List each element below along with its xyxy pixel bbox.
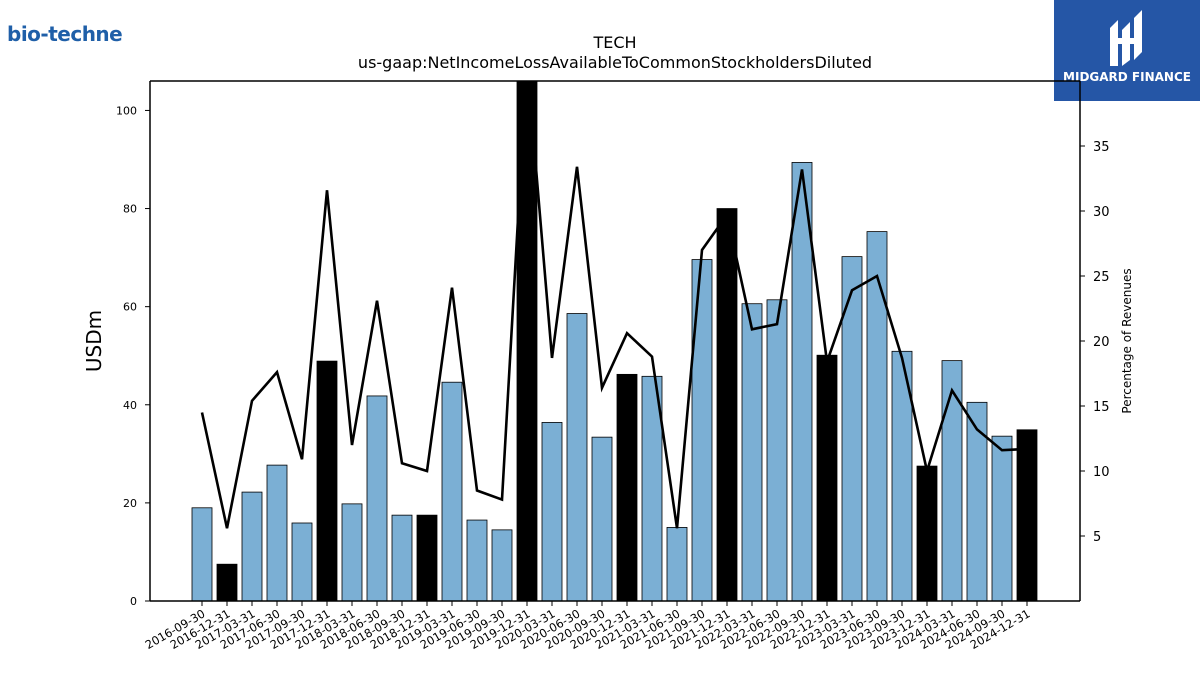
y2-tick-label-15: 15	[1093, 400, 1110, 415]
chart-subtitle: us-gaap:NetIncomeLossAvailableToCommonSt…	[358, 53, 872, 72]
bar-2017-06-30	[266, 464, 288, 602]
bio-techne-logo: bio-techne	[7, 22, 123, 46]
bar-2017-09-30	[291, 522, 313, 602]
y-tick-label-60: 60	[123, 301, 137, 314]
y-tick-label-0: 0	[130, 595, 137, 608]
midgard-finance-logo: MIDGARD FINANCE	[1054, 0, 1200, 101]
y-tick-label-40: 40	[123, 399, 137, 412]
bar-2024-03-31	[941, 360, 963, 602]
midgard-logo-icon	[1110, 10, 1142, 66]
bar-2017-03-31	[241, 491, 263, 602]
y-tick-label-80: 80	[123, 203, 137, 216]
bar-2018-03-31	[341, 503, 363, 602]
y2-tick-label-10: 10	[1093, 465, 1110, 480]
bar-2022-12-31	[816, 354, 838, 602]
bar-2024-09-30	[991, 435, 1013, 602]
y2-tick-label-20: 20	[1093, 335, 1110, 350]
y-tick-label-20: 20	[123, 497, 137, 510]
y2-tick-label-25: 25	[1093, 270, 1110, 285]
bar-2023-12-31	[916, 465, 938, 602]
bar-2020-06-30	[566, 313, 588, 602]
midgard-logo-label: MIDGARD FINANCE	[1063, 70, 1191, 84]
y2-tick-label-35: 35	[1093, 140, 1110, 155]
bar-2021-09-30	[691, 259, 713, 602]
bar-2019-09-30	[491, 529, 513, 602]
bar-2022-06-30	[766, 299, 788, 602]
bar-2016-09-30	[191, 507, 213, 602]
bar-2020-09-30	[591, 436, 613, 602]
bar-2019-03-31	[441, 381, 463, 602]
bar-2016-12-31	[216, 563, 238, 602]
y2-tick-label-30: 30	[1093, 205, 1110, 220]
bar-2019-06-30	[466, 519, 488, 602]
bar-2020-12-31	[616, 373, 638, 602]
y-axis-label: USDm	[82, 310, 106, 372]
bar-2022-03-31	[741, 303, 763, 602]
bar-2018-09-30	[391, 514, 413, 602]
chart-title: TECH	[592, 33, 636, 52]
bar-2018-12-31	[416, 514, 438, 602]
y-tick-label-100: 100	[116, 104, 137, 117]
percent-of-revenues-line	[200, 81, 1028, 529]
bar-2024-12-31	[1016, 429, 1038, 602]
bar-2023-06-30	[866, 231, 888, 602]
bar-2024-06-30	[966, 401, 988, 602]
bar-2018-06-30	[366, 395, 388, 602]
bar-2020-03-31	[541, 422, 563, 602]
y2-axis-label: Percentage of Revenues	[1120, 268, 1134, 413]
bar-2021-12-31	[716, 208, 738, 602]
bar-2021-06-30	[666, 527, 688, 602]
y2-tick-label-5: 5	[1093, 530, 1101, 545]
bar-2017-12-31	[316, 360, 338, 602]
